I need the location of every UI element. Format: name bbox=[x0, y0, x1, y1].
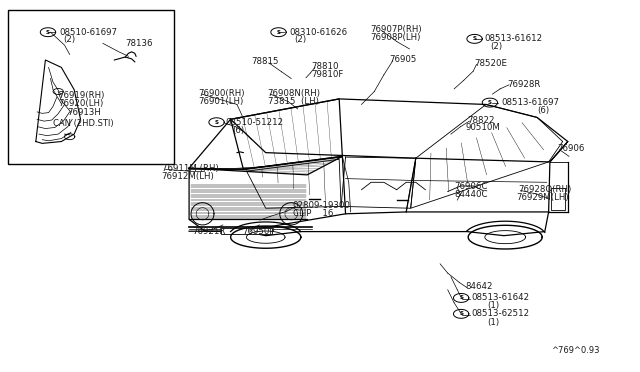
Text: 76950P: 76950P bbox=[242, 227, 275, 236]
Text: (2): (2) bbox=[63, 35, 76, 44]
Text: 76900(RH): 76900(RH) bbox=[198, 89, 245, 98]
Text: 08510-51212: 08510-51212 bbox=[225, 118, 284, 127]
Bar bbox=[221, 228, 272, 234]
Bar bbox=[8, 10, 174, 164]
Text: S: S bbox=[459, 295, 463, 301]
Text: 76913H: 76913H bbox=[68, 108, 102, 117]
Text: 76905: 76905 bbox=[390, 55, 417, 64]
Text: (1): (1) bbox=[487, 318, 499, 327]
Text: 76912M(LH): 76912M(LH) bbox=[162, 172, 214, 181]
Text: 08513-61642: 08513-61642 bbox=[471, 294, 529, 302]
Text: 76919(RH): 76919(RH) bbox=[58, 91, 104, 100]
Text: 78520E: 78520E bbox=[474, 59, 507, 68]
Text: 76928Q(RH): 76928Q(RH) bbox=[518, 185, 572, 194]
Text: (2): (2) bbox=[490, 42, 502, 51]
Text: 76908P(LH): 76908P(LH) bbox=[371, 32, 421, 42]
Text: CAN (2HD.STI): CAN (2HD.STI) bbox=[53, 119, 114, 128]
Text: 73815  (LH): 73815 (LH) bbox=[268, 97, 319, 106]
Text: 76906: 76906 bbox=[557, 144, 585, 153]
Text: S: S bbox=[488, 100, 492, 105]
Text: (2): (2) bbox=[294, 35, 306, 44]
Bar bbox=[551, 188, 565, 210]
Text: 76908N(RH): 76908N(RH) bbox=[268, 89, 321, 98]
Text: (6): (6) bbox=[232, 125, 244, 135]
Text: 78815: 78815 bbox=[252, 57, 279, 66]
Text: 76906C: 76906C bbox=[454, 182, 488, 191]
Text: S: S bbox=[276, 30, 280, 35]
Text: 76907P(RH): 76907P(RH) bbox=[371, 25, 422, 34]
Text: (1): (1) bbox=[487, 301, 499, 310]
Text: 08513-61612: 08513-61612 bbox=[484, 34, 543, 44]
Text: 76901(LH): 76901(LH) bbox=[198, 97, 244, 106]
Text: 78136: 78136 bbox=[125, 39, 153, 48]
Text: S: S bbox=[214, 120, 218, 125]
Text: 08510-61697: 08510-61697 bbox=[60, 28, 118, 37]
Text: 08513-62512: 08513-62512 bbox=[471, 310, 529, 318]
Text: 76921R: 76921R bbox=[192, 227, 226, 236]
Text: 76928R: 76928R bbox=[508, 80, 541, 89]
Text: S: S bbox=[472, 36, 477, 41]
Text: ^769^0.93: ^769^0.93 bbox=[551, 346, 600, 355]
Text: S: S bbox=[46, 30, 50, 35]
Text: (6): (6) bbox=[537, 106, 549, 115]
Text: 76911M (RH): 76911M (RH) bbox=[162, 164, 218, 173]
Text: 76920(LH): 76920(LH) bbox=[58, 99, 104, 108]
Text: CLIP    16: CLIP 16 bbox=[292, 209, 333, 218]
Text: 84440C: 84440C bbox=[454, 190, 488, 199]
Text: 78810: 78810 bbox=[312, 62, 339, 71]
Text: 79810F: 79810F bbox=[312, 70, 344, 79]
Text: 84642: 84642 bbox=[466, 282, 493, 291]
Text: S: S bbox=[459, 311, 463, 316]
Text: 02809-19300: 02809-19300 bbox=[292, 201, 351, 210]
Text: 08513-61697: 08513-61697 bbox=[501, 98, 559, 107]
Text: 08310-61626: 08310-61626 bbox=[289, 28, 348, 37]
Text: 78822: 78822 bbox=[467, 116, 494, 125]
Text: 90510M: 90510M bbox=[466, 123, 500, 132]
Text: 76929M(LH): 76929M(LH) bbox=[516, 193, 570, 202]
